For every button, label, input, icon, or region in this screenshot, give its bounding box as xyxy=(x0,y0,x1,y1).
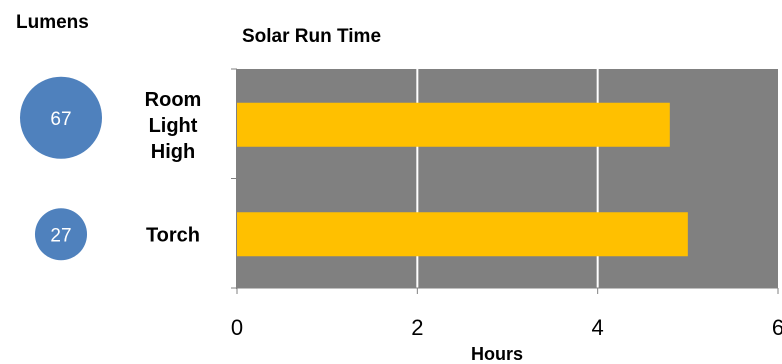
x-tick-label-2: 4 xyxy=(592,315,604,340)
lumens-title: Lumens xyxy=(16,12,89,33)
x-tick-label-1: 2 xyxy=(411,315,423,340)
lumens-bubble-1 xyxy=(34,208,88,261)
chart-title: Solar Run Time xyxy=(242,26,381,47)
x-axis-label: Hours xyxy=(471,344,523,364)
lumens-value-0: 67 xyxy=(50,109,71,130)
x-tick-label-3: 6 xyxy=(772,315,782,340)
lumens-bubble-0 xyxy=(20,76,102,159)
bar-1 xyxy=(237,212,688,257)
category-label-1-line-0: Torch xyxy=(146,224,200,246)
category-label-0-line-1: Light xyxy=(149,115,198,137)
x-tick-label-0: 0 xyxy=(231,315,243,340)
bar-0 xyxy=(237,102,670,147)
category-label-0-line-2: High xyxy=(151,141,195,163)
lumens-value-1: 27 xyxy=(50,225,71,246)
category-label-0-line-0: Room xyxy=(145,89,202,111)
